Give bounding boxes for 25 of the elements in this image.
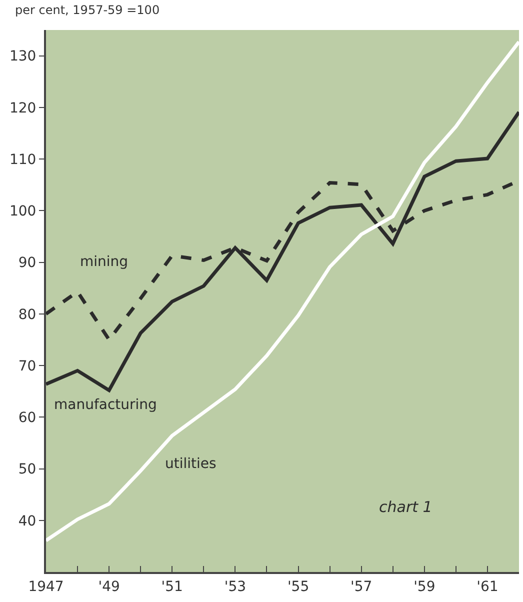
x-tick-label: '57 [350,578,372,595]
x-tick-label: '55 [287,578,310,595]
x-tick-label: '51 [161,578,183,595]
x-tick-label: 1947 [28,578,64,595]
y-tick-label: 100 [9,204,36,220]
y-axis-title: per cent, 1957-59 =100 [15,3,160,17]
y-tick-label: 60 [18,410,36,426]
x-tick-label: '49 [98,578,120,595]
y-tick-label: 120 [9,100,36,116]
series-label: utilities [165,456,216,472]
y-tick-label: 130 [9,48,36,65]
line-series [46,40,519,542]
y-tick-label: 110 [9,152,36,168]
annotation: chart 1 [379,498,432,516]
series-label: manufacturing [54,397,157,413]
x-tick-label: '59 [414,578,436,595]
x-tick-label: '53 [224,578,246,595]
y-tick-label: 50 [18,462,36,478]
x-tick-label: '61 [476,578,498,595]
y-tick-label: 80 [18,306,36,323]
line-series [46,110,519,392]
y-tick-label: 90 [18,255,36,272]
y-tick-label: 70 [18,358,36,374]
y-tick-label: 40 [18,513,36,530]
series-label: mining [80,254,128,270]
